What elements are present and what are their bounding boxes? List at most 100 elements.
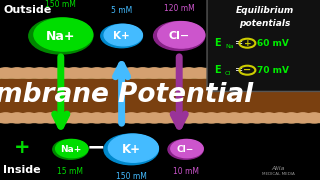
Text: =: = (235, 38, 243, 48)
FancyBboxPatch shape (207, 0, 320, 91)
Circle shape (260, 68, 277, 78)
Text: =: = (235, 65, 243, 75)
Circle shape (77, 68, 95, 78)
Circle shape (145, 113, 163, 123)
Circle shape (77, 113, 95, 123)
Text: Cl−: Cl− (177, 145, 194, 154)
Circle shape (237, 68, 255, 78)
Circle shape (0, 68, 15, 78)
Circle shape (191, 113, 209, 123)
Text: +: + (14, 138, 31, 157)
Circle shape (111, 68, 129, 78)
Circle shape (8, 68, 26, 78)
Circle shape (237, 113, 255, 123)
Bar (0, 68, 320, 122)
Circle shape (248, 113, 266, 123)
Circle shape (158, 22, 205, 48)
Text: K+: K+ (122, 143, 141, 156)
Circle shape (111, 113, 129, 123)
Circle shape (248, 68, 266, 78)
Circle shape (108, 134, 158, 162)
Text: 150 mM: 150 mM (116, 172, 147, 180)
Circle shape (123, 113, 140, 123)
Circle shape (225, 68, 243, 78)
Circle shape (283, 113, 300, 123)
Circle shape (20, 113, 37, 123)
Circle shape (8, 113, 26, 123)
Circle shape (123, 68, 140, 78)
Circle shape (65, 113, 83, 123)
Text: −: − (87, 138, 105, 158)
Circle shape (104, 134, 158, 165)
Circle shape (305, 68, 320, 78)
Circle shape (305, 113, 320, 123)
Circle shape (157, 68, 175, 78)
Circle shape (101, 24, 142, 48)
Circle shape (225, 113, 243, 123)
Circle shape (283, 68, 300, 78)
Circle shape (203, 113, 220, 123)
Text: 15 mM: 15 mM (57, 166, 84, 176)
Circle shape (214, 113, 232, 123)
Circle shape (168, 68, 186, 78)
Circle shape (0, 113, 15, 123)
Circle shape (56, 140, 88, 158)
Circle shape (53, 140, 88, 159)
Circle shape (203, 68, 220, 78)
Circle shape (88, 113, 106, 123)
Text: Cl−: Cl− (169, 31, 190, 41)
Text: E: E (214, 65, 221, 75)
Bar (0, 79, 320, 112)
Circle shape (54, 113, 72, 123)
Circle shape (145, 68, 163, 78)
Text: potentials: potentials (239, 19, 291, 28)
Circle shape (54, 68, 72, 78)
Text: Inside: Inside (3, 165, 41, 175)
Circle shape (134, 68, 152, 78)
Text: Na+: Na+ (60, 145, 81, 154)
Circle shape (31, 113, 49, 123)
Text: Outside: Outside (3, 5, 52, 15)
Circle shape (214, 68, 232, 78)
Circle shape (104, 24, 142, 46)
Text: 5 mM: 5 mM (111, 6, 132, 15)
Text: 150 mM: 150 mM (45, 0, 76, 9)
Circle shape (294, 113, 312, 123)
Circle shape (294, 68, 312, 78)
Circle shape (100, 113, 117, 123)
Circle shape (260, 113, 277, 123)
Text: E: E (214, 38, 221, 48)
Circle shape (134, 113, 152, 123)
Text: Na+: Na+ (46, 30, 76, 42)
Circle shape (191, 68, 209, 78)
Circle shape (29, 18, 93, 54)
Text: −: − (243, 65, 252, 75)
Text: Alila: Alila (272, 166, 285, 171)
Text: Membrane Potential: Membrane Potential (0, 82, 253, 108)
Circle shape (34, 18, 93, 51)
Circle shape (271, 68, 289, 78)
Text: Cl: Cl (225, 71, 231, 76)
Circle shape (157, 113, 175, 123)
Circle shape (88, 68, 106, 78)
Circle shape (271, 113, 289, 123)
Text: MEDICAL MEDIA: MEDICAL MEDIA (262, 172, 295, 176)
Circle shape (180, 68, 197, 78)
Text: K+: K+ (113, 31, 130, 41)
Circle shape (65, 68, 83, 78)
Circle shape (168, 140, 203, 159)
Text: 70 mV: 70 mV (257, 66, 289, 75)
Circle shape (168, 113, 186, 123)
Circle shape (43, 113, 60, 123)
Circle shape (20, 68, 37, 78)
Text: 60 mV: 60 mV (257, 39, 289, 48)
Circle shape (171, 140, 203, 158)
Circle shape (43, 68, 60, 78)
Text: +: + (244, 39, 251, 48)
Text: Na: Na (225, 44, 234, 49)
Text: 120 mM: 120 mM (164, 4, 195, 13)
Circle shape (100, 68, 117, 78)
Text: Equilibrium: Equilibrium (236, 6, 294, 15)
Circle shape (180, 113, 197, 123)
Circle shape (31, 68, 49, 78)
